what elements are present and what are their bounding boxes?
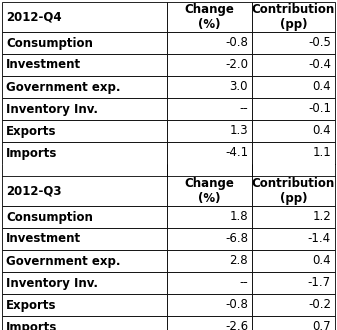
Bar xyxy=(167,54,252,76)
Bar xyxy=(252,164,335,176)
Text: Investment: Investment xyxy=(6,233,81,246)
Text: -1.7: -1.7 xyxy=(308,277,331,289)
Bar xyxy=(167,2,252,32)
Bar xyxy=(2,316,167,330)
Bar xyxy=(252,176,335,206)
Bar xyxy=(167,294,252,316)
Bar xyxy=(252,272,335,294)
Bar xyxy=(2,98,167,120)
Text: -0.8: -0.8 xyxy=(225,299,248,312)
Bar xyxy=(2,120,167,142)
Text: Consumption: Consumption xyxy=(6,211,93,223)
Text: Inventory Inv.: Inventory Inv. xyxy=(6,103,98,115)
Text: 2012-Q4: 2012-Q4 xyxy=(6,11,62,23)
Bar xyxy=(252,228,335,250)
Bar xyxy=(252,76,335,98)
Text: Imports: Imports xyxy=(6,147,57,159)
Bar xyxy=(2,294,167,316)
Bar xyxy=(167,164,252,176)
Bar xyxy=(252,120,335,142)
Bar xyxy=(167,176,252,206)
Text: Government exp.: Government exp. xyxy=(6,81,121,93)
Text: Imports: Imports xyxy=(6,320,57,330)
Text: -2.6: -2.6 xyxy=(225,320,248,330)
Text: 3.0: 3.0 xyxy=(229,81,248,93)
Bar xyxy=(2,250,167,272)
Text: Investment: Investment xyxy=(6,58,81,72)
Text: Exports: Exports xyxy=(6,124,57,138)
Text: Contribution
(pp): Contribution (pp) xyxy=(252,3,335,31)
Text: 0.4: 0.4 xyxy=(312,254,331,268)
Text: Exports: Exports xyxy=(6,299,57,312)
Text: 1.1: 1.1 xyxy=(312,147,331,159)
Text: -0.5: -0.5 xyxy=(308,37,331,50)
Bar xyxy=(2,142,167,164)
Text: -2.0: -2.0 xyxy=(225,58,248,72)
Text: 2012-Q3: 2012-Q3 xyxy=(6,184,61,197)
Bar xyxy=(2,206,167,228)
Text: 1.2: 1.2 xyxy=(312,211,331,223)
Bar xyxy=(252,98,335,120)
Bar xyxy=(167,206,252,228)
Text: Government exp.: Government exp. xyxy=(6,254,121,268)
Text: Inventory Inv.: Inventory Inv. xyxy=(6,277,98,289)
Bar xyxy=(167,142,252,164)
Bar xyxy=(2,54,167,76)
Bar xyxy=(167,228,252,250)
Bar xyxy=(167,250,252,272)
Bar xyxy=(252,32,335,54)
Text: -0.1: -0.1 xyxy=(308,103,331,115)
Bar xyxy=(2,2,167,32)
Bar xyxy=(2,272,167,294)
Bar xyxy=(167,316,252,330)
Bar xyxy=(252,250,335,272)
Bar xyxy=(167,76,252,98)
Text: 1.3: 1.3 xyxy=(229,124,248,138)
Bar xyxy=(167,98,252,120)
Text: Change
(%): Change (%) xyxy=(185,177,235,205)
Bar xyxy=(167,32,252,54)
Bar xyxy=(167,120,252,142)
Text: --: -- xyxy=(239,277,248,289)
Text: -6.8: -6.8 xyxy=(225,233,248,246)
Bar xyxy=(2,164,167,176)
Text: Change
(%): Change (%) xyxy=(185,3,235,31)
Bar xyxy=(2,32,167,54)
Bar xyxy=(252,316,335,330)
Text: -0.8: -0.8 xyxy=(225,37,248,50)
Text: -1.4: -1.4 xyxy=(308,233,331,246)
Text: Consumption: Consumption xyxy=(6,37,93,50)
Text: 1.8: 1.8 xyxy=(229,211,248,223)
Bar xyxy=(252,142,335,164)
Text: -0.4: -0.4 xyxy=(308,58,331,72)
Text: 0.4: 0.4 xyxy=(312,124,331,138)
Bar xyxy=(2,76,167,98)
Bar xyxy=(252,294,335,316)
Text: Contribution
(pp): Contribution (pp) xyxy=(252,177,335,205)
Text: 2.8: 2.8 xyxy=(229,254,248,268)
Bar xyxy=(167,272,252,294)
Bar xyxy=(252,206,335,228)
Bar xyxy=(252,2,335,32)
Bar xyxy=(252,54,335,76)
Bar xyxy=(2,228,167,250)
Text: -4.1: -4.1 xyxy=(225,147,248,159)
Text: 0.7: 0.7 xyxy=(312,320,331,330)
Text: -0.2: -0.2 xyxy=(308,299,331,312)
Text: 0.4: 0.4 xyxy=(312,81,331,93)
Text: --: -- xyxy=(239,103,248,115)
Bar xyxy=(2,176,167,206)
